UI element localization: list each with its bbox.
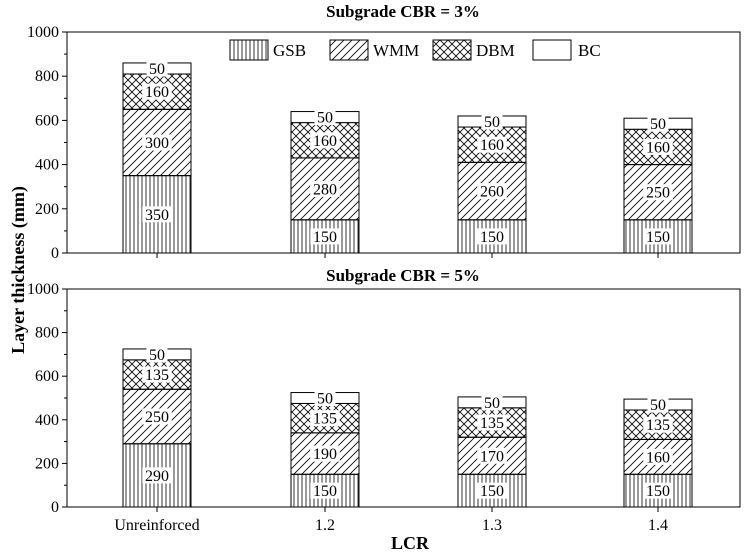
data-label-bg	[310, 180, 340, 197]
data-label: 160	[313, 133, 337, 150]
data-label-bg	[481, 113, 503, 130]
data-label-bg	[146, 346, 168, 363]
data-label: 160	[480, 137, 504, 154]
data-label: 150	[646, 229, 670, 246]
data-label-bg	[310, 410, 340, 427]
data-label: 170	[480, 448, 504, 465]
data-label-bg	[314, 390, 336, 406]
legend-label-wmm: WMM	[373, 41, 419, 60]
legend-swatch-dbm	[432, 39, 472, 61]
legend-label-gsb: GSB	[273, 41, 306, 60]
data-label: 300	[145, 135, 169, 152]
data-label: 50	[484, 114, 500, 131]
data-label: 135	[145, 367, 169, 384]
data-label: 280	[313, 181, 337, 198]
panel-title-bottom: Subgrade CBR = 5%	[326, 266, 480, 285]
data-label-bg	[477, 447, 507, 464]
data-label-bg	[477, 414, 507, 431]
legend-label-dbm: DBM	[476, 41, 515, 60]
data-label-bg	[481, 394, 503, 411]
data-label: 50	[149, 347, 165, 364]
x-tick-label: 1.4	[648, 517, 668, 534]
y-tick-label: 200	[35, 201, 59, 218]
data-label: 350	[145, 207, 169, 224]
data-label-bg	[643, 228, 673, 245]
data-label: 160	[646, 139, 670, 156]
legend-swatch-gsb	[229, 39, 269, 61]
data-label: 150	[480, 483, 504, 500]
data-label-bg	[643, 416, 673, 433]
data-label: 190	[313, 446, 337, 463]
y-tick-label: 800	[35, 68, 59, 85]
panel-title-top: Subgrade CBR = 3%	[326, 2, 480, 21]
data-label: 135	[480, 415, 504, 432]
data-label: 160	[646, 449, 670, 466]
data-label-bg	[314, 109, 336, 126]
data-label: 135	[313, 411, 337, 428]
legend-swatch-bc	[532, 39, 572, 61]
data-label-bg	[310, 482, 340, 499]
data-label-bg	[643, 138, 673, 155]
data-label-bg	[310, 132, 340, 149]
data-label: 50	[149, 61, 165, 78]
data-label-bg	[643, 482, 673, 499]
data-label-bg	[643, 184, 673, 201]
data-label: 250	[145, 409, 169, 426]
y-tick-label: 400	[35, 157, 59, 174]
data-label-bg	[142, 408, 172, 425]
data-label: 50	[317, 391, 333, 408]
data-label-bg	[142, 83, 172, 100]
data-label-bg	[142, 366, 172, 383]
data-label-bg	[310, 445, 340, 462]
data-label: 150	[313, 483, 337, 500]
x-axis-label: LCR	[391, 533, 430, 552]
data-label-bg	[647, 396, 669, 413]
data-label-bg	[146, 60, 168, 77]
data-label-bg	[142, 467, 172, 484]
y-tick-label: 1000	[27, 281, 59, 298]
data-label-bg	[477, 228, 507, 245]
x-tick-label: Unreinforced	[114, 517, 199, 534]
data-label: 160	[145, 84, 169, 101]
x-tick-label: 1.2	[315, 517, 335, 534]
y-tick-label: 800	[35, 325, 59, 342]
data-label-bg	[477, 136, 507, 153]
data-label: 150	[480, 229, 504, 246]
data-label: 50	[650, 116, 666, 133]
data-label: 50	[484, 395, 500, 412]
legend-label-bc: BC	[578, 41, 601, 60]
data-label-bg	[477, 183, 507, 200]
y-tick-label: 0	[51, 499, 59, 516]
data-label: 290	[145, 468, 169, 485]
data-label: 260	[480, 184, 504, 201]
data-label-bg	[477, 482, 507, 499]
data-label-bg	[142, 134, 172, 151]
y-tick-label: 600	[35, 112, 59, 129]
data-label: 250	[646, 185, 670, 202]
data-label: 150	[646, 483, 670, 500]
data-label: 50	[650, 397, 666, 414]
x-tick-label: 1.3	[482, 517, 502, 534]
data-label-bg	[647, 115, 669, 132]
data-label: 150	[313, 229, 337, 246]
y-tick-label: 600	[35, 368, 59, 385]
data-label-bg	[310, 228, 340, 245]
y-axis-label: Layer thickness (mm)	[8, 186, 29, 354]
y-tick-label: 200	[35, 455, 59, 472]
y-tick-label: 0	[51, 245, 59, 262]
data-label-bg	[643, 448, 673, 465]
y-tick-label: 1000	[27, 24, 59, 41]
y-tick-label: 400	[35, 412, 59, 429]
data-label: 50	[317, 110, 333, 127]
legend-swatch-wmm	[329, 39, 369, 61]
data-label-bg	[142, 206, 172, 223]
data-label: 135	[646, 417, 670, 434]
